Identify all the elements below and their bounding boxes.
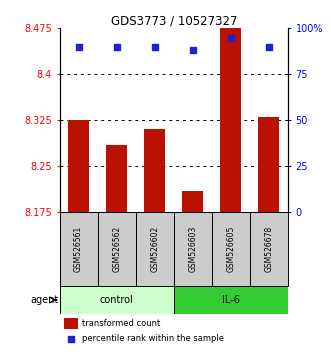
Text: agent: agent bbox=[30, 295, 59, 305]
Bar bbox=[106, 145, 127, 212]
Bar bbox=[220, 28, 241, 212]
Text: transformed count: transformed count bbox=[82, 319, 161, 328]
Text: GSM526605: GSM526605 bbox=[226, 226, 235, 272]
Bar bbox=[144, 130, 165, 212]
Bar bbox=[68, 120, 89, 212]
Point bbox=[228, 35, 234, 40]
Bar bbox=[259, 117, 279, 212]
Text: GSM526562: GSM526562 bbox=[112, 226, 121, 272]
Bar bbox=[250, 212, 288, 286]
Text: IL-6: IL-6 bbox=[222, 295, 240, 305]
Point bbox=[266, 44, 271, 50]
Text: GSM526678: GSM526678 bbox=[264, 226, 273, 272]
Point bbox=[68, 336, 73, 342]
Bar bbox=[174, 286, 288, 314]
Bar bbox=[60, 286, 174, 314]
Bar bbox=[60, 212, 98, 286]
Text: GSM526603: GSM526603 bbox=[188, 226, 197, 272]
Bar bbox=[212, 212, 250, 286]
Point bbox=[76, 44, 81, 50]
Bar bbox=[174, 212, 212, 286]
Text: GSM526602: GSM526602 bbox=[150, 226, 159, 272]
Bar bbox=[136, 212, 174, 286]
Bar bbox=[182, 191, 203, 212]
Point bbox=[114, 44, 119, 50]
Text: GSM526561: GSM526561 bbox=[74, 226, 83, 272]
Text: percentile rank within the sample: percentile rank within the sample bbox=[82, 334, 224, 343]
Text: control: control bbox=[100, 295, 133, 305]
Point bbox=[190, 47, 195, 53]
Title: GDS3773 / 10527327: GDS3773 / 10527327 bbox=[111, 14, 237, 27]
Bar bbox=[98, 212, 136, 286]
Bar bbox=[64, 318, 78, 329]
Point bbox=[152, 44, 158, 50]
